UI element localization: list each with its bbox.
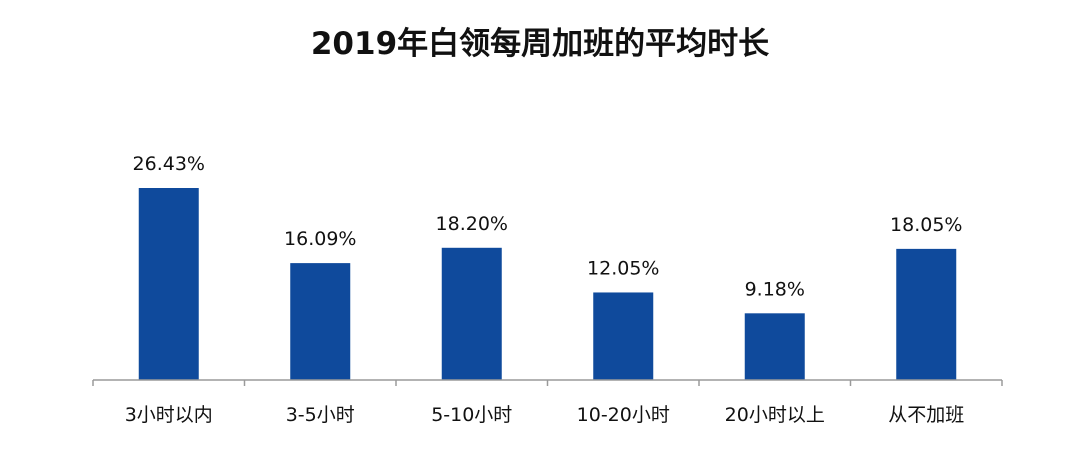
category-label: 10-20小时 <box>577 404 670 426</box>
data-label: 16.09% <box>284 228 356 250</box>
data-label: 12.05% <box>587 257 659 279</box>
category-label: 20小时以上 <box>725 404 825 426</box>
data-label: 9.18% <box>745 278 805 300</box>
category-label: 3-5小时 <box>286 404 355 426</box>
category-label: 5-10小时 <box>431 404 512 426</box>
bar <box>593 292 654 380</box>
bar <box>744 313 805 380</box>
bar <box>290 263 351 380</box>
chart-title: 2019年白领每周加班的平均时长 <box>310 26 770 62</box>
x-axis <box>92 379 1003 386</box>
data-label: 18.05% <box>890 214 962 236</box>
bar <box>896 248 957 380</box>
bar <box>138 188 199 380</box>
labels-layer: 26.43% 3小时以内 16.09% 3-5小时 18.20% 5-10小时 12.05%… <box>125 153 965 426</box>
bar <box>441 247 502 380</box>
bars-layer <box>138 188 957 380</box>
category-label: 3小时以内 <box>125 404 213 426</box>
data-label: 26.43% <box>133 153 205 175</box>
category-label: 从不加班 <box>888 404 964 426</box>
data-label: 18.20% <box>436 213 508 235</box>
